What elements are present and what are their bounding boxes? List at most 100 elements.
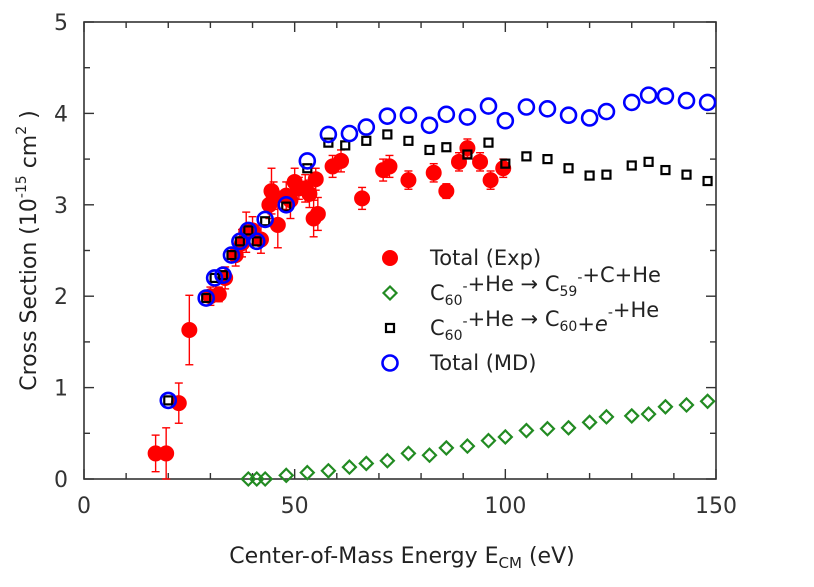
data-point-c60_e <box>681 169 692 180</box>
data-point-total_md <box>437 105 456 124</box>
data-point-c60_e <box>500 158 511 169</box>
y-tick-label: 3 <box>54 194 68 219</box>
data-point-total_md <box>597 102 616 121</box>
legend-label-part: Total (Exp) <box>429 246 541 270</box>
data-point-c59 <box>257 470 274 488</box>
data-point-c59 <box>699 393 716 410</box>
data-point-total_md <box>458 108 477 126</box>
data-point-total_exp <box>309 205 326 222</box>
data-point-total_exp <box>438 183 455 200</box>
legend-label-part: - <box>463 279 468 295</box>
y-tick-label: 2 <box>54 285 68 310</box>
data-point-total_exp <box>181 322 198 339</box>
data-point-total_exp <box>301 185 318 202</box>
data-point-c60_e <box>323 137 334 148</box>
data-point-c59 <box>421 447 438 464</box>
data-point-c60_e <box>643 156 654 167</box>
data-point-total_exp <box>354 190 371 207</box>
y-axis-title-sup2: 2 <box>14 126 30 135</box>
data-point-total_md <box>378 107 397 125</box>
x-axis-title: Center-of-Mass Energy ECM (eV) <box>229 544 574 572</box>
data-point-total_md <box>205 269 224 287</box>
data-point-total_exp <box>482 172 499 189</box>
data-point-c60_e <box>403 135 414 146</box>
data-point-total_exp <box>425 164 442 181</box>
data-point-total_md <box>538 100 557 118</box>
data-point-c59 <box>539 420 556 437</box>
data-point-total_exp <box>381 158 398 175</box>
data-point-c60_e <box>424 144 435 156</box>
data-point-c60_e <box>382 129 393 140</box>
data-point-c59 <box>341 459 358 476</box>
x-axis-title-tail: (eV) <box>522 544 575 569</box>
legend-label-part: C <box>430 281 445 305</box>
legend-label-part: 60 <box>445 328 463 344</box>
axis-titles: Center-of-Mass Energy ECM (eV) Cross Sect… <box>14 110 575 572</box>
data-point-c59 <box>459 438 476 455</box>
data-point-total_md <box>222 246 241 264</box>
data-point-c59 <box>518 422 535 439</box>
data-point-c59 <box>640 406 657 423</box>
legend-label: C60-+He → C59-+C+He <box>430 263 661 309</box>
y-axis-title-tail: ) <box>17 110 42 126</box>
y-axis-title-main: Cross Section (10 <box>17 198 42 391</box>
data-point-c59 <box>379 452 396 469</box>
data-point-total_exp <box>333 152 350 169</box>
data-point-c60_e <box>542 154 553 165</box>
data-point-c60_e <box>281 201 292 212</box>
data-point-total_md <box>496 111 515 130</box>
data-point-total_md <box>357 118 376 136</box>
axis-ticks: 0 50 100 150 0 1 2 3 4 5 <box>54 11 737 519</box>
data-point-c59 <box>299 464 316 481</box>
data-point-c59 <box>581 414 598 431</box>
legend-label: C60-+He → C60+e-+He <box>430 298 659 344</box>
data-point-total_md <box>639 86 658 104</box>
x-axis-title-sub: CM <box>499 554 522 572</box>
legend-entry-c60_e: C60-+He → C60+e-+He <box>384 298 659 344</box>
data-point-total_md <box>580 109 599 127</box>
legend-label: Total (Exp) <box>429 246 541 270</box>
legend-marker <box>384 322 396 334</box>
legend-marker <box>381 284 399 302</box>
legend-entry-total_exp: Total (Exp) <box>382 246 541 270</box>
data-point-total_md <box>197 289 215 307</box>
data-point-total_exp <box>472 153 489 170</box>
data-point-total_md <box>677 91 696 110</box>
data-point-c60_e <box>521 151 532 162</box>
x-tick-label: 100 <box>484 494 526 519</box>
legend-label-part: - <box>463 314 468 330</box>
x-tick-label: 150 <box>695 494 737 519</box>
data-point-c59 <box>358 455 375 472</box>
legend-label-part: 60 <box>445 293 463 309</box>
data-point-c59 <box>598 408 615 425</box>
data-point-c59 <box>400 445 417 462</box>
data-point-c59 <box>497 428 514 446</box>
legend-entry-c59: C60-+He → C59-+C+He <box>381 263 661 309</box>
y-axis-title-mid: cm <box>17 135 42 176</box>
data-point-total_md <box>277 196 296 214</box>
data-point-total_exp <box>307 171 324 188</box>
series-c60_e <box>163 129 713 406</box>
data-point-c59 <box>560 419 577 436</box>
data-point-c60_e <box>251 236 262 247</box>
data-point-total_md <box>159 391 178 410</box>
data-point-c60_e <box>340 140 351 151</box>
y-tick-label: 4 <box>54 102 68 127</box>
x-tick-label: 0 <box>77 494 91 519</box>
data-point-c59 <box>320 462 337 479</box>
data-point-total_md <box>231 232 249 251</box>
data-point-total_md <box>517 98 536 116</box>
data-point-total_exp <box>170 395 187 412</box>
data-point-total_md <box>420 116 439 135</box>
y-tick-label: 5 <box>54 11 68 36</box>
x-axis-title-main: Center-of-Mass Energy E <box>229 544 498 569</box>
data-point-total_md <box>698 93 717 112</box>
legend-label: Total (MD) <box>429 351 536 375</box>
legend-label-part: - <box>608 305 613 321</box>
legend-marker <box>381 354 399 372</box>
data-point-c60_e <box>441 142 452 153</box>
y-axis-title: Cross Section (10-15 cm2 ) <box>14 110 42 391</box>
data-point-c60_e <box>702 175 713 187</box>
